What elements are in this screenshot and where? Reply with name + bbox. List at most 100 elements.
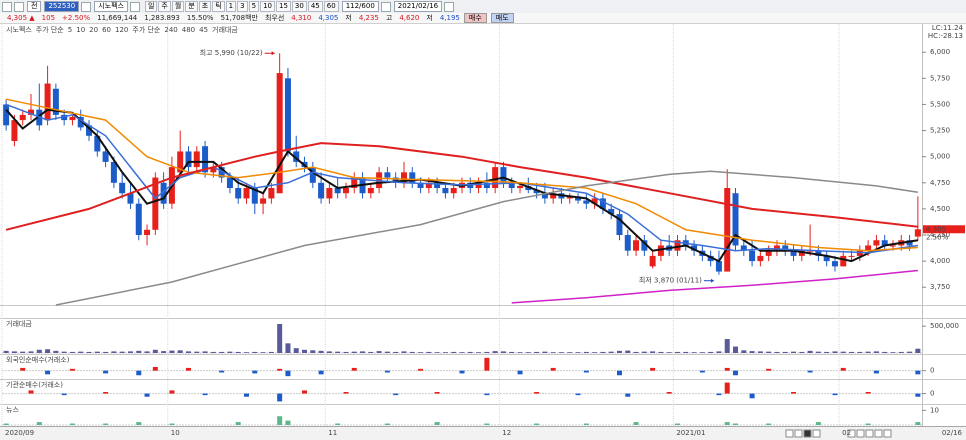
- bar: [136, 350, 142, 353]
- period-button[interactable]: 30: [291, 1, 307, 12]
- bar: [857, 351, 863, 353]
- y-tick-label: 4,750: [930, 179, 950, 187]
- bar: [351, 351, 357, 353]
- period-button[interactable]: 10: [260, 1, 275, 12]
- bar: [509, 351, 515, 353]
- zoom-button[interactable]: [865, 429, 874, 438]
- bar: [832, 351, 838, 353]
- bar: [766, 351, 772, 353]
- candle-body: [914, 229, 921, 237]
- candle-body: [334, 188, 341, 194]
- bar: [119, 351, 125, 353]
- period-button[interactable]: 3: [237, 1, 248, 12]
- bar: [185, 351, 191, 353]
- bar: [633, 422, 639, 425]
- bar: [152, 367, 158, 371]
- icon-button[interactable]: [380, 1, 391, 12]
- panel-title: 기관순매수(거래소): [6, 380, 63, 389]
- bar: [384, 423, 390, 425]
- bar: [849, 351, 855, 353]
- scroll-button[interactable]: [785, 429, 794, 438]
- period-button[interactable]: 초: [198, 1, 212, 12]
- period-button[interactable]: 틱: [212, 1, 225, 12]
- candle-body: [19, 114, 26, 121]
- bar: [343, 351, 349, 353]
- last-rate: 2.50%: [926, 233, 949, 241]
- candle-body: [243, 188, 250, 199]
- period-button[interactable]: 5: [248, 1, 260, 12]
- period-button[interactable]: 60: [323, 1, 339, 12]
- zoom-button[interactable]: [856, 429, 865, 438]
- candle-body: [724, 188, 731, 272]
- order-button[interactable]: 매도: [490, 13, 514, 23]
- search-button[interactable]: [81, 1, 92, 12]
- quote-field: 저: [345, 14, 352, 22]
- moving-average: [511, 269, 918, 304]
- quote-field: 15.50%: [186, 14, 214, 22]
- period-button[interactable]: 45: [307, 1, 323, 12]
- code-input[interactable]: 252530: [44, 1, 80, 12]
- bar: [815, 422, 821, 425]
- period-button[interactable]: 주: [158, 1, 171, 12]
- annotation-arrowhead: [710, 278, 714, 283]
- bar: [202, 393, 208, 396]
- scroll-button[interactable]: [803, 429, 812, 438]
- bar: [708, 351, 714, 353]
- candle-body: [541, 193, 548, 199]
- scroll-button[interactable]: [794, 429, 803, 438]
- bar: [575, 352, 581, 353]
- zoom-button[interactable]: [847, 429, 856, 438]
- bar: [86, 351, 92, 353]
- bar: [616, 370, 622, 376]
- candle-body: [276, 73, 283, 194]
- bar: [418, 352, 424, 353]
- candle-body: [790, 250, 797, 256]
- candle-body: [417, 182, 424, 189]
- period-button[interactable]: 일: [144, 1, 158, 12]
- date-input[interactable]: 2021/02/16: [393, 1, 443, 12]
- bar: [840, 367, 846, 371]
- bar: [683, 351, 689, 353]
- icon-button[interactable]: [444, 1, 455, 12]
- bar: [202, 351, 208, 353]
- bar: [252, 351, 258, 353]
- scroll-button[interactable]: [812, 429, 821, 438]
- bar: [343, 392, 349, 394]
- bar: [235, 351, 241, 353]
- bar: [749, 351, 755, 353]
- icon-button[interactable]: [129, 1, 140, 12]
- period-button[interactable]: 분: [185, 1, 198, 12]
- bar: [733, 423, 739, 425]
- bar: [774, 351, 780, 353]
- icon-button[interactable]: [2, 1, 12, 12]
- bar: [111, 351, 117, 353]
- bar: [368, 351, 374, 353]
- bar: [633, 351, 639, 353]
- candle-body: [77, 116, 84, 128]
- bar: [310, 350, 316, 353]
- annotation: 최저 3,870 (01/11): [639, 276, 702, 285]
- data-count[interactable]: 112/600: [341, 1, 379, 12]
- bar: [567, 352, 573, 353]
- candle-body: [533, 190, 540, 194]
- period-button[interactable]: 15: [276, 1, 291, 12]
- bar: [302, 349, 308, 353]
- period-button[interactable]: 1: [225, 1, 237, 12]
- y-tick-label: 4,250: [930, 231, 950, 239]
- market-select[interactable]: 전: [27, 1, 42, 12]
- candle-body: [127, 193, 134, 204]
- candle-body: [392, 177, 399, 183]
- bar: [3, 423, 9, 425]
- order-button[interactable]: 매수: [463, 13, 487, 23]
- bar: [210, 351, 216, 353]
- candle-body: [44, 83, 51, 121]
- zoom-button[interactable]: [883, 429, 892, 438]
- candle-body: [740, 245, 747, 251]
- last-price-box: [923, 225, 965, 234]
- period-button[interactable]: 월: [171, 1, 185, 12]
- candle-body: [641, 240, 648, 251]
- icon-button[interactable]: [14, 1, 24, 12]
- zoom-button[interactable]: [874, 429, 883, 438]
- bar: [716, 393, 722, 396]
- candle-body: [492, 167, 499, 189]
